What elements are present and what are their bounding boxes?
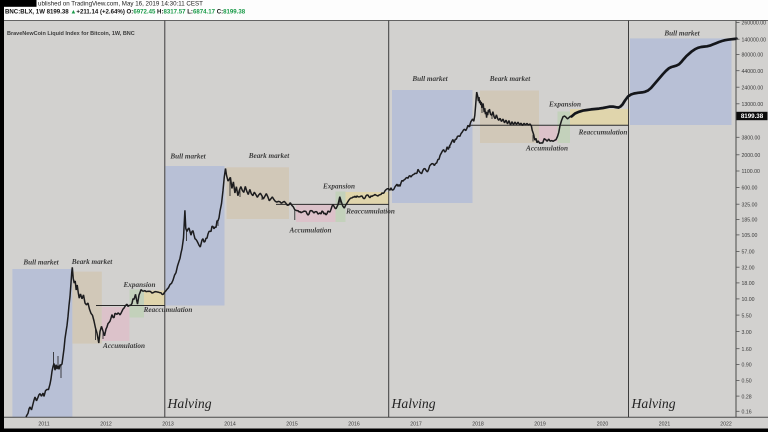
svg-text:2000.00: 2000.00 [742, 153, 761, 159]
svg-text:5.50: 5.50 [742, 313, 752, 319]
svg-text:2022: 2022 [720, 422, 732, 428]
svg-text:2014: 2014 [224, 422, 236, 428]
svg-text:44000.00: 44000.00 [742, 69, 764, 75]
svg-text:1.60: 1.60 [742, 347, 752, 353]
svg-text:BraveNewCoin Liquid Index for: BraveNewCoin Liquid Index for Bitcoin, 1… [7, 31, 135, 37]
svg-text:2011: 2011 [38, 422, 49, 428]
svg-text:Halving: Halving [631, 396, 676, 411]
svg-text:0.50: 0.50 [742, 379, 752, 385]
svg-text:2019: 2019 [534, 422, 546, 428]
svg-text:0.16: 0.16 [742, 410, 752, 416]
svg-text:Halving: Halving [167, 396, 212, 411]
svg-text:Expansion: Expansion [123, 281, 156, 289]
svg-text:Bull market: Bull market [22, 259, 59, 267]
svg-text:105.00: 105.00 [742, 233, 758, 239]
svg-text:18.00: 18.00 [742, 281, 755, 287]
svg-text:Reaccumulation: Reaccumulation [143, 306, 193, 314]
svg-text:Beark market: Beark market [71, 258, 114, 266]
svg-text:3.00: 3.00 [742, 330, 752, 336]
svg-text:2021: 2021 [659, 422, 671, 428]
svg-text:Beark market: Beark market [248, 152, 291, 160]
svg-text:8199.38: 8199.38 [741, 113, 764, 120]
svg-text:2020: 2020 [597, 422, 609, 428]
svg-text:Accumulation: Accumulation [102, 342, 145, 350]
svg-text:0.28: 0.28 [742, 394, 752, 400]
svg-text:Accumulation: Accumulation [525, 145, 568, 153]
svg-text:BNC:BLX, 1W 8199.38 ▲+211.14: BNC:BLX, 1W 8199.38 ▲+211.14 (+2.64%) O:… [5, 9, 246, 16]
svg-text:2012: 2012 [100, 422, 112, 428]
svg-text:Reaccumulation: Reaccumulation [578, 129, 628, 137]
svg-text:0.90: 0.90 [742, 363, 752, 369]
svg-text:Accumulation: Accumulation [289, 227, 332, 235]
svg-text:2013: 2013 [162, 422, 174, 428]
svg-text:2016: 2016 [348, 422, 360, 428]
svg-text:325.00: 325.00 [742, 202, 758, 208]
svg-text:Beark market: Beark market [489, 75, 532, 83]
svg-text:Expansion: Expansion [548, 101, 581, 109]
svg-text:Bull market: Bull market [169, 153, 206, 161]
svg-text:2015: 2015 [286, 422, 298, 428]
svg-text:Bull market: Bull market [663, 30, 700, 38]
svg-text:2017: 2017 [410, 422, 422, 428]
svg-text:32.00: 32.00 [742, 265, 755, 271]
svg-text:13000.00: 13000.00 [742, 102, 764, 108]
svg-text:24000.00: 24000.00 [742, 85, 764, 91]
svg-text:57.00: 57.00 [742, 250, 755, 256]
svg-text:10.00: 10.00 [742, 297, 755, 303]
svg-text:Bull market: Bull market [411, 75, 448, 83]
svg-text:Reaccumulation: Reaccumulation [345, 208, 395, 216]
svg-text:Halving: Halving [391, 396, 436, 411]
svg-text:185.00: 185.00 [742, 218, 758, 224]
svg-text:260000.00: 260000.00 [742, 21, 767, 27]
svg-text:80000.00: 80000.00 [742, 53, 764, 59]
svg-text:1100.00: 1100.00 [742, 169, 760, 175]
svg-text:600.00: 600.00 [742, 186, 758, 192]
svg-text:2018: 2018 [472, 422, 484, 428]
svg-text:140000.00: 140000.00 [742, 37, 767, 43]
svg-text:Expansion: Expansion [322, 183, 355, 191]
svg-text:ublished on TradingView.com, M: ublished on TradingView.com, May 16, 201… [38, 1, 203, 8]
svg-text:3800.00: 3800.00 [742, 136, 761, 142]
